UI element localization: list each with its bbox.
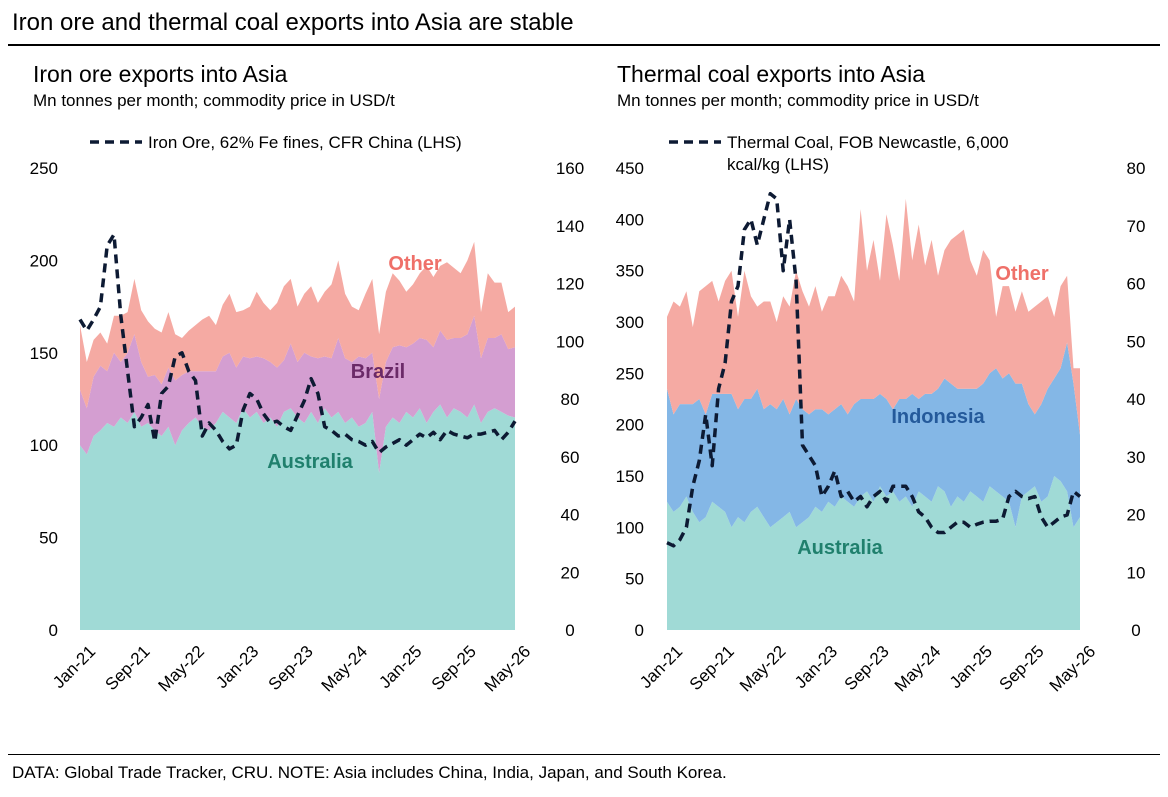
x-tick: Jan-23 <box>212 642 262 692</box>
left-axis-tick: 300 <box>616 313 644 332</box>
title-rule <box>8 44 1160 46</box>
legend-label: Iron Ore, 62% Fe fines, CFR China (LHS) <box>148 133 462 152</box>
right-axis-tick: 140 <box>556 217 584 236</box>
x-tick-label: May-26 <box>481 642 535 696</box>
x-tick: Sep-21 <box>101 642 153 694</box>
x-tick-label: Jan-23 <box>212 642 262 692</box>
right-axis-tick: 20 <box>1127 506 1146 525</box>
left-axis-tick: 50 <box>625 570 644 589</box>
right-axis-tick: 60 <box>561 448 580 467</box>
x-tick: May-24 <box>891 642 945 696</box>
area-label-brazil: Brazil <box>351 361 405 383</box>
thermal-coal-chart: Thermal coal exports into Asia Mn tonnes … <box>616 61 1146 696</box>
x-tick: Sep-23 <box>841 642 893 694</box>
x-tick-label: May-22 <box>736 642 790 696</box>
x-tick: Jan-21 <box>49 642 99 692</box>
left-axis-tick: 200 <box>616 416 644 435</box>
x-tick: Sep-21 <box>686 642 738 694</box>
x-tick: Sep-25 <box>428 642 480 694</box>
legend-label-line: kcal/kg (LHS) <box>727 155 829 174</box>
right-axis-tick: 50 <box>1127 332 1146 351</box>
left-axis-tick: 0 <box>49 621 58 640</box>
x-tick-label: Sep-21 <box>101 642 153 694</box>
left-axis-tick: 250 <box>30 159 58 178</box>
right-axis-tick: 40 <box>561 506 580 525</box>
area-other <box>667 198 1080 435</box>
x-tick: May-22 <box>155 642 209 696</box>
area-label-indonesia: Indonesia <box>891 406 985 428</box>
x-tick: May-26 <box>1046 642 1100 696</box>
chart-subtitle: Mn tonnes per month; commodity price in … <box>617 91 979 110</box>
chart-subtitle: Mn tonnes per month; commodity price in … <box>33 91 395 110</box>
area-label-other: Other <box>995 263 1049 285</box>
x-tick: Sep-23 <box>265 642 317 694</box>
right-axis-tick: 40 <box>1127 390 1146 409</box>
area-label-australia: Australia <box>267 451 353 473</box>
x-tick-label: May-24 <box>318 642 372 696</box>
legend-label-line: Iron Ore, 62% Fe fines, CFR China (LHS) <box>148 133 462 152</box>
x-tick-label: Sep-23 <box>841 642 893 694</box>
x-tick-label: Sep-21 <box>686 642 738 694</box>
right-axis-tick: 0 <box>565 621 574 640</box>
x-tick: Sep-25 <box>995 642 1047 694</box>
x-tick-label: Jan-23 <box>791 642 841 692</box>
footnote: DATA: Global Trade Tracker, CRU. NOTE: A… <box>12 763 727 782</box>
right-axis-tick: 10 <box>1127 563 1146 582</box>
chart-title: Iron ore exports into Asia <box>33 61 288 87</box>
left-axis-tick: 450 <box>616 159 644 178</box>
right-axis-tick: 0 <box>1131 621 1140 640</box>
area-australia <box>667 476 1080 630</box>
left-axis-tick: 250 <box>616 364 644 383</box>
x-tick: Jan-25 <box>946 642 996 692</box>
area-australia <box>80 404 515 630</box>
left-axis-tick: 200 <box>30 251 58 270</box>
x-tick-label: May-24 <box>891 642 945 696</box>
area-label-australia: Australia <box>797 537 883 559</box>
right-axis-tick: 80 <box>1127 159 1146 178</box>
right-axis-tick: 100 <box>556 332 584 351</box>
x-tick-label: Sep-25 <box>428 642 480 694</box>
right-axis-tick: 160 <box>556 159 584 178</box>
x-tick-label: Jan-21 <box>49 642 99 692</box>
page-title: Iron ore and thermal coal exports into A… <box>12 9 574 36</box>
left-axis-tick: 100 <box>616 518 644 537</box>
x-tick: May-22 <box>736 642 790 696</box>
iron-ore-chart: Iron ore exports into Asia Mn tonnes per … <box>30 61 584 696</box>
x-tick-label: Sep-23 <box>265 642 317 694</box>
x-tick: May-26 <box>481 642 535 696</box>
x-tick: Jan-21 <box>636 642 686 692</box>
right-axis-tick: 70 <box>1127 217 1146 236</box>
price-line <box>78 232 517 455</box>
x-tick-label: Jan-25 <box>946 642 996 692</box>
x-tick-label: Jan-25 <box>375 642 425 692</box>
x-tick: Jan-23 <box>791 642 841 692</box>
right-axis-tick: 20 <box>561 563 580 582</box>
chart-title: Thermal coal exports into Asia <box>617 61 925 87</box>
right-axis-tick: 60 <box>1127 275 1146 294</box>
area-label-other: Other <box>388 253 442 275</box>
left-axis-tick: 150 <box>30 344 58 363</box>
x-tick-label: Sep-25 <box>995 642 1047 694</box>
area-brazil <box>80 315 515 473</box>
x-tick-label: May-22 <box>155 642 209 696</box>
x-tick: May-24 <box>318 642 372 696</box>
footnote-rule <box>8 754 1160 755</box>
legend-label: Thermal Coal, FOB Newcastle, 6,000 kcal/k… <box>727 133 1009 174</box>
left-axis-tick: 0 <box>635 621 644 640</box>
x-tick-label: Jan-21 <box>636 642 686 692</box>
left-axis-tick: 50 <box>39 529 58 548</box>
x-tick-label: May-26 <box>1046 642 1100 696</box>
left-axis-tick: 100 <box>30 436 58 455</box>
right-axis-tick: 80 <box>561 390 580 409</box>
right-axis-tick: 120 <box>556 275 584 294</box>
left-axis-tick: 350 <box>616 262 644 281</box>
left-axis-tick: 150 <box>616 467 644 486</box>
legend-label-line: Thermal Coal, FOB Newcastle, 6,000 <box>727 133 1009 152</box>
x-tick: Jan-25 <box>375 642 425 692</box>
right-axis-tick: 30 <box>1127 448 1146 467</box>
left-axis-tick: 400 <box>616 210 644 229</box>
